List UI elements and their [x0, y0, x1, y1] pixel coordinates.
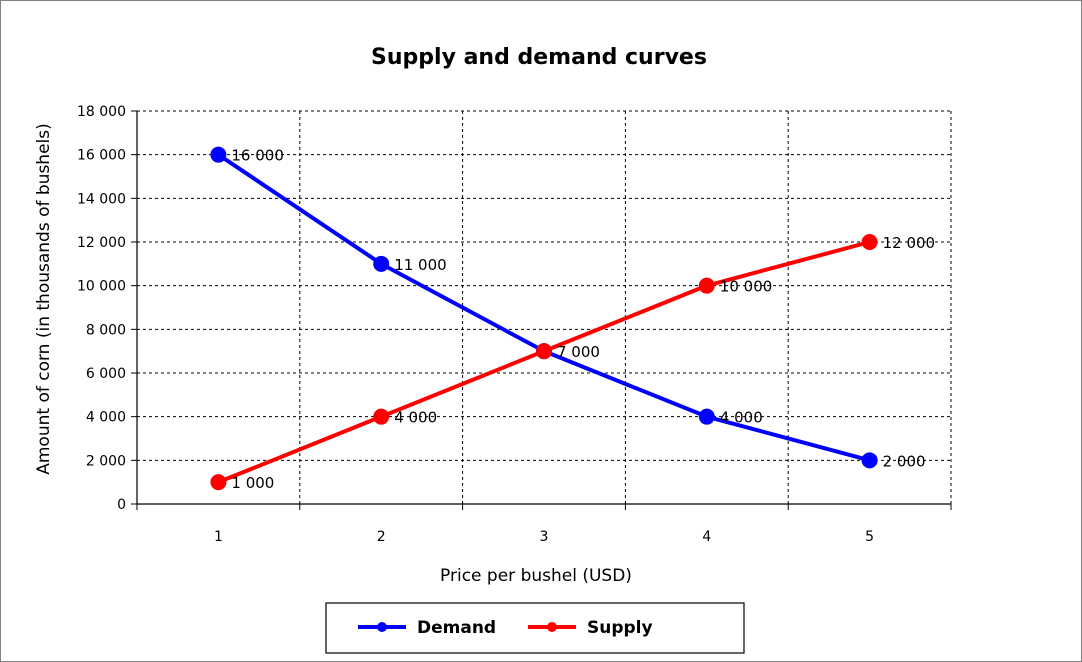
data-point-demand	[210, 146, 227, 163]
x-tick-label: 3	[540, 529, 549, 545]
data-point-demand	[698, 408, 715, 425]
data-point-supply	[210, 474, 227, 491]
x-axis-title: Price per bushel (USD)	[440, 566, 632, 586]
grid-layer	[137, 110, 952, 504]
data-point-supply	[861, 234, 878, 250]
legend-marker-supply	[547, 622, 557, 632]
data-label-supply: 1 000	[231, 474, 274, 492]
data-label-demand: 16 000	[231, 147, 284, 165]
data-point-demand	[373, 255, 390, 272]
chart-title: Supply and demand curves	[371, 45, 707, 70]
legend: Demand Supply	[325, 602, 745, 654]
series-line-demand	[217, 153, 871, 463]
data-label-demand: 11 000	[394, 256, 447, 274]
y-tick-label: 12 000	[77, 235, 126, 251]
y-tick-label: 16 000	[77, 148, 126, 164]
y-tick-label: 4 000	[86, 410, 126, 426]
y-tick-label: 6 000	[86, 366, 126, 382]
legend-label-supply: Supply	[587, 618, 653, 638]
y-tick-label: 18 000	[77, 104, 126, 120]
series-layer	[210, 146, 878, 491]
data-label-supply: 10 000	[720, 278, 773, 296]
legend-label-demand: Demand	[417, 618, 496, 638]
data-point-supply	[536, 343, 552, 360]
x-tick-label: 4	[702, 529, 711, 545]
x-tick-label: 1	[214, 529, 223, 545]
data-point-demand	[861, 452, 878, 469]
data-point-supply	[698, 277, 715, 294]
legend-marker-demand	[377, 622, 387, 632]
y-tick-label: 8 000	[86, 322, 126, 338]
data-label-supply: 4 000	[394, 409, 437, 427]
data-label-demand: 2 000	[883, 452, 926, 470]
y-axis-title: Amount of corn (in thousands of bushels)	[34, 123, 54, 475]
y-tick-label: 0	[117, 497, 126, 513]
y-tick-label: 10 000	[77, 279, 126, 295]
data-point-supply	[373, 408, 390, 425]
y-tick-label: 2 000	[86, 453, 126, 469]
legend-items: Demand Supply	[358, 618, 653, 638]
data-label-supply: 12 000	[883, 234, 936, 252]
data-label-supply: 7 000	[557, 343, 600, 361]
data-label-demand: 4 000	[720, 409, 763, 427]
y-tick-label: 14 000	[77, 191, 126, 207]
x-tick-label: 5	[865, 529, 874, 545]
data-labels-layer: 16 000 11 000 4 000 2 000 1 000 4 000 7 000 10 …	[231, 147, 936, 492]
x-tick-label: 2	[377, 529, 386, 545]
